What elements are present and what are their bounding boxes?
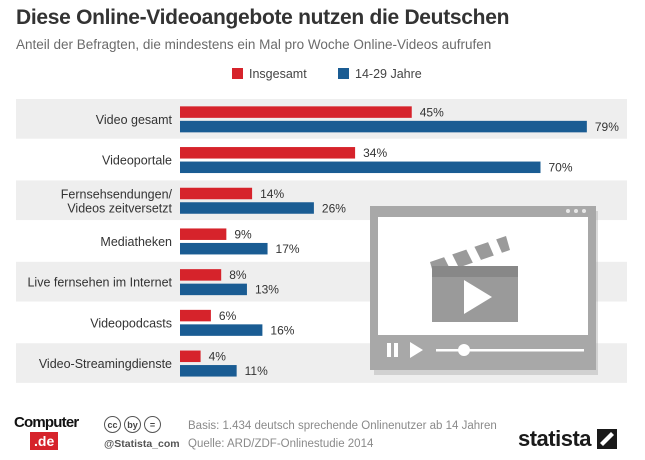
data-label: 17% [276, 242, 300, 256]
category-label: Video gesamt [96, 113, 173, 127]
bar [180, 228, 227, 240]
category-label: Fernsehsendungen/ [61, 187, 173, 201]
bar [180, 106, 412, 118]
data-label: 79% [595, 120, 619, 134]
legend-swatch [338, 68, 349, 79]
category-label: Mediatheken [100, 235, 172, 249]
play-icon [464, 280, 492, 314]
bar [180, 283, 247, 296]
category-label: Videoportale [102, 154, 172, 168]
player-dot [574, 209, 578, 213]
bar [180, 242, 268, 255]
data-label: 13% [255, 283, 279, 297]
clapperboard-icon [430, 236, 518, 322]
data-label: 6% [219, 309, 237, 323]
bar [180, 187, 253, 200]
play-small-icon [410, 342, 423, 358]
bar [180, 202, 314, 214]
data-label: 45% [420, 105, 444, 119]
progress-track [436, 349, 584, 352]
category-label: Videopodcasts [90, 316, 172, 330]
bar [180, 365, 237, 377]
data-label: 14% [260, 187, 284, 201]
category-label: Video-Streamingdienste [39, 357, 172, 371]
cc-icon: cc [104, 416, 121, 433]
video-player-illustration [370, 206, 598, 375]
cc-license-icons: cc by = [104, 416, 161, 436]
bar [180, 350, 201, 363]
statista-mark-icon [597, 429, 618, 449]
chart-subtitle: Anteil der Befragten, die mindestens ein… [16, 37, 492, 52]
logo-line1: Computer [14, 414, 79, 431]
bars: 45% 79% 34% 70% 14% 26% 9% 17% 8% 13% 6% 16% 4% 11% [180, 105, 619, 378]
bar [180, 161, 541, 174]
category-label: Videos zeitversetzt [67, 201, 172, 215]
data-label: 70% [549, 161, 573, 175]
data-label: 8% [229, 268, 247, 282]
bar [180, 324, 263, 336]
category-label: Live fernsehen im Internet [27, 276, 172, 290]
category-labels: Video gesamt Videoportale Fernsehsendungen… [27, 113, 172, 371]
legend-label: Insgesamt [249, 67, 307, 81]
footer-basis: Basis: 1.434 deutsch sprechende Onlinenu… [188, 420, 497, 432]
data-label: 11% [245, 364, 268, 378]
data-label: 9% [234, 227, 252, 241]
chart-title: Diese Online-Videoangebote nutzen die De… [16, 6, 510, 29]
bar [180, 147, 356, 159]
bar-chart: Insgesamt 14-29 Jahre Video gesamt Videopo… [16, 67, 627, 383]
bar [180, 309, 211, 322]
statista-logo: statista [518, 425, 618, 453]
data-label: 26% [322, 201, 346, 215]
logo-line2: .de [30, 432, 59, 450]
nd-icon: = [144, 416, 161, 433]
player-controls [387, 342, 584, 358]
data-label: 16% [270, 323, 294, 337]
legend-swatch [232, 68, 243, 79]
brand-wordmark: statista [518, 426, 592, 451]
pause-icon [387, 343, 391, 357]
bar [180, 120, 587, 133]
legend-label: 14-29 Jahre [355, 67, 422, 81]
by-icon: by [124, 416, 141, 433]
player-dot [566, 209, 570, 213]
data-label: 34% [363, 146, 387, 160]
twitter-handle: @Statista_com [104, 438, 180, 450]
data-label: 4% [209, 350, 227, 364]
legend: Insgesamt 14-29 Jahre [232, 67, 422, 81]
bar [180, 269, 222, 281]
progress-knob [458, 344, 470, 356]
computerbild-logo: Computer .de [14, 414, 94, 454]
footer-source: Quelle: ARD/ZDF-Onlinestudie 2014 [188, 438, 374, 450]
player-dot [582, 209, 586, 213]
